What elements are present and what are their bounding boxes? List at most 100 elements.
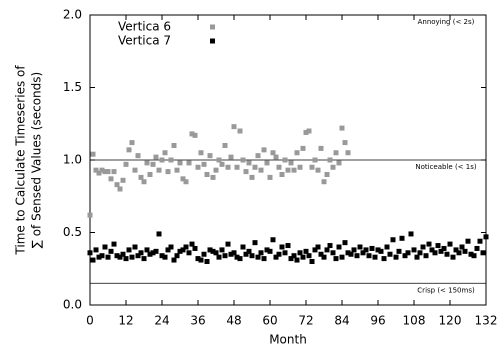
point — [315, 167, 321, 173]
point — [123, 161, 129, 167]
x-tick-label: 72 — [298, 314, 313, 328]
point — [90, 151, 96, 157]
point — [435, 243, 441, 249]
point — [318, 251, 324, 257]
point — [324, 247, 330, 253]
point — [309, 259, 315, 264]
point — [396, 248, 402, 254]
threshold-label: Noticeable (< 1s) — [415, 163, 476, 171]
point — [327, 157, 333, 163]
point — [102, 244, 108, 250]
point — [264, 160, 270, 166]
y-tick-label: 1.5 — [63, 80, 82, 94]
x-tick-label: 24 — [154, 314, 169, 328]
point — [255, 254, 261, 260]
point — [165, 169, 171, 175]
point — [96, 254, 102, 260]
point — [246, 248, 252, 254]
point — [249, 253, 255, 259]
point — [231, 250, 237, 256]
point — [159, 253, 165, 259]
point — [387, 251, 393, 257]
point — [87, 212, 93, 218]
point — [372, 254, 378, 260]
point — [321, 179, 327, 185]
point — [138, 174, 144, 180]
point — [336, 160, 342, 166]
point — [123, 256, 129, 262]
x-tick-label: 120 — [439, 314, 462, 328]
point — [273, 254, 279, 260]
point — [252, 164, 258, 170]
point — [411, 247, 417, 253]
point — [141, 256, 147, 262]
threshold-label: Crisp (< 150ms) — [417, 286, 475, 294]
point — [129, 140, 135, 146]
x-axis-label: Month — [269, 333, 307, 347]
point — [174, 253, 180, 259]
point — [147, 251, 153, 257]
point — [246, 160, 252, 166]
point — [453, 247, 459, 253]
point — [201, 161, 207, 167]
point — [393, 254, 399, 260]
point — [333, 256, 339, 262]
point — [447, 241, 453, 247]
point — [192, 132, 198, 138]
point — [258, 167, 264, 173]
point — [312, 157, 318, 163]
point — [483, 234, 489, 240]
point — [144, 160, 150, 166]
point — [261, 256, 267, 262]
point — [216, 254, 222, 260]
point — [438, 248, 444, 254]
point — [399, 235, 405, 241]
point — [348, 251, 354, 257]
point — [285, 243, 291, 249]
point — [162, 150, 168, 156]
point — [243, 169, 249, 175]
point — [462, 248, 468, 254]
point — [456, 250, 462, 256]
point — [279, 172, 285, 177]
point — [423, 253, 429, 259]
point — [201, 251, 207, 257]
point — [270, 150, 276, 156]
point — [366, 253, 372, 259]
point — [216, 157, 222, 163]
point — [225, 164, 231, 170]
point — [420, 244, 426, 250]
point — [150, 161, 156, 167]
point — [105, 169, 111, 175]
point — [405, 250, 411, 256]
point — [336, 244, 342, 250]
point — [291, 167, 297, 173]
point — [429, 247, 435, 253]
legend-label: Vertica 6 — [118, 20, 171, 34]
x-tick-label: 96 — [370, 314, 385, 328]
point — [414, 254, 420, 260]
point — [135, 153, 141, 159]
point — [195, 164, 201, 170]
point — [219, 247, 225, 253]
point — [288, 160, 294, 166]
point — [285, 167, 291, 173]
x-tick-label: 108 — [403, 314, 426, 328]
point — [417, 250, 423, 256]
point — [177, 160, 183, 166]
point — [342, 240, 348, 246]
point — [108, 248, 114, 254]
point — [120, 177, 126, 183]
x-tick-label: 36 — [190, 314, 205, 328]
x-tick-label: 0 — [86, 314, 94, 328]
point — [93, 247, 99, 253]
point — [264, 247, 270, 253]
point — [126, 247, 132, 253]
point — [237, 128, 243, 134]
point — [276, 251, 282, 257]
y-axis-label: Time to Calculate Timeseries of — [14, 65, 28, 256]
point — [210, 248, 216, 254]
point — [171, 257, 177, 263]
x-tick-label: 132 — [475, 314, 498, 328]
